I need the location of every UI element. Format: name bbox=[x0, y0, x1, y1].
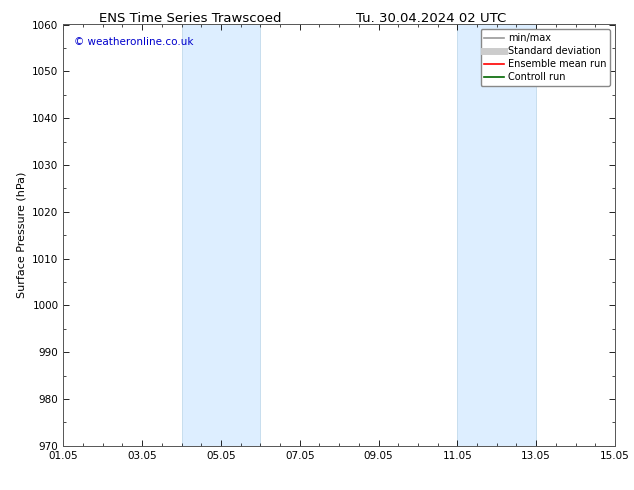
Text: ENS Time Series Trawscoed: ENS Time Series Trawscoed bbox=[99, 12, 281, 25]
Legend: min/max, Standard deviation, Ensemble mean run, Controll run: min/max, Standard deviation, Ensemble me… bbox=[481, 29, 610, 86]
Bar bbox=[457, 24, 536, 446]
Text: Tu. 30.04.2024 02 UTC: Tu. 30.04.2024 02 UTC bbox=[356, 12, 506, 25]
Bar bbox=[181, 24, 261, 446]
Text: © weatheronline.co.uk: © weatheronline.co.uk bbox=[74, 37, 194, 47]
Y-axis label: Surface Pressure (hPa): Surface Pressure (hPa) bbox=[16, 172, 27, 298]
